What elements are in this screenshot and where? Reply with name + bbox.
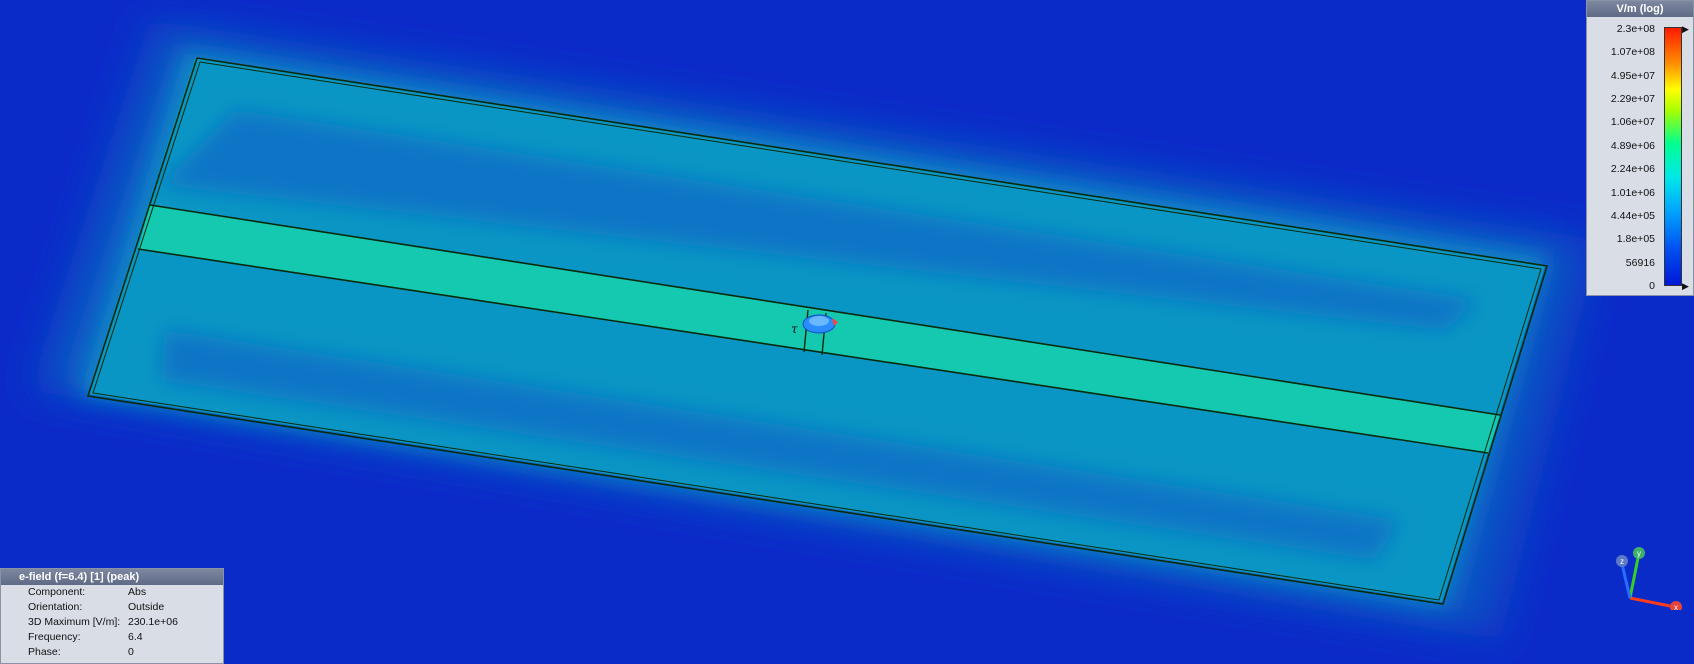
svg-text:y: y: [1637, 549, 1641, 558]
legend-tick-label: 0: [1649, 280, 1655, 292]
info-row-frequency: Frequency: 6.4: [28, 631, 143, 643]
legend-min-arrow-icon[interactable]: ▶: [1682, 281, 1689, 291]
cavity-upper: [160, 110, 1480, 330]
axes-triad-icon[interactable]: x y z: [1608, 540, 1688, 610]
axis-z-icon: [1616, 555, 1628, 567]
legend-tick-label: 56916: [1625, 256, 1655, 269]
port-label: τ: [791, 322, 798, 336]
info-row-component: Component: Abs: [28, 586, 147, 598]
legend-tick-label: 1.06e+07: [1610, 116, 1655, 129]
legend-tick-label: 2.24e+06: [1610, 163, 1655, 176]
port-cone-icon[interactable]: [802, 314, 838, 334]
trace-outer: [86, 57, 1549, 605]
legend-tick-label: 4.95e+07: [1610, 69, 1655, 82]
svg-text:z: z: [1620, 557, 1624, 566]
result-info-panel: e-field (f=6.4) [1] (peak) Component: Abs…: [0, 568, 224, 664]
color-legend[interactable]: V/m (log) 2.3e+08 1.07e+08 4.95e+07 2.29e+0…: [1586, 0, 1694, 296]
axis-y-icon: [1633, 547, 1645, 559]
axis-x-icon: [1670, 601, 1682, 610]
legend-color-bar: [1664, 27, 1682, 286]
svg-text:x: x: [1674, 603, 1678, 610]
info-panel-title: e-field (f=6.4) [1] (peak): [1, 569, 223, 585]
legend-tick-label: 2.29e+07: [1610, 93, 1655, 106]
info-row-3d-maximum: 3D Maximum [V/m]: 230.1e+06: [28, 616, 178, 628]
feed-gap-left: [803, 309, 809, 353]
legend-tick-label: 1.01e+06: [1610, 186, 1655, 199]
cavity-lower: [160, 330, 1400, 560]
legend-tick-label: 4.89e+06: [1610, 139, 1655, 152]
legend-tick-label: 1.8e+05: [1616, 233, 1655, 246]
legend-max-arrow-icon[interactable]: ▶: [1682, 24, 1689, 34]
legend-tick-label: 1.07e+08: [1610, 46, 1655, 59]
trace-strip-top: [149, 204, 1501, 416]
legend-title: V/m (log): [1587, 1, 1693, 17]
legend-tick-label: 2.3e+08: [1616, 23, 1655, 35]
legend-tick-label: 4.44e+05: [1610, 209, 1655, 222]
info-row-phase: Phase: 0: [28, 646, 134, 658]
trace-strip-bottom: [137, 248, 1489, 454]
info-row-orientation: Orientation: Outside: [28, 601, 165, 613]
trace-outer-inner: [92, 61, 1542, 601]
